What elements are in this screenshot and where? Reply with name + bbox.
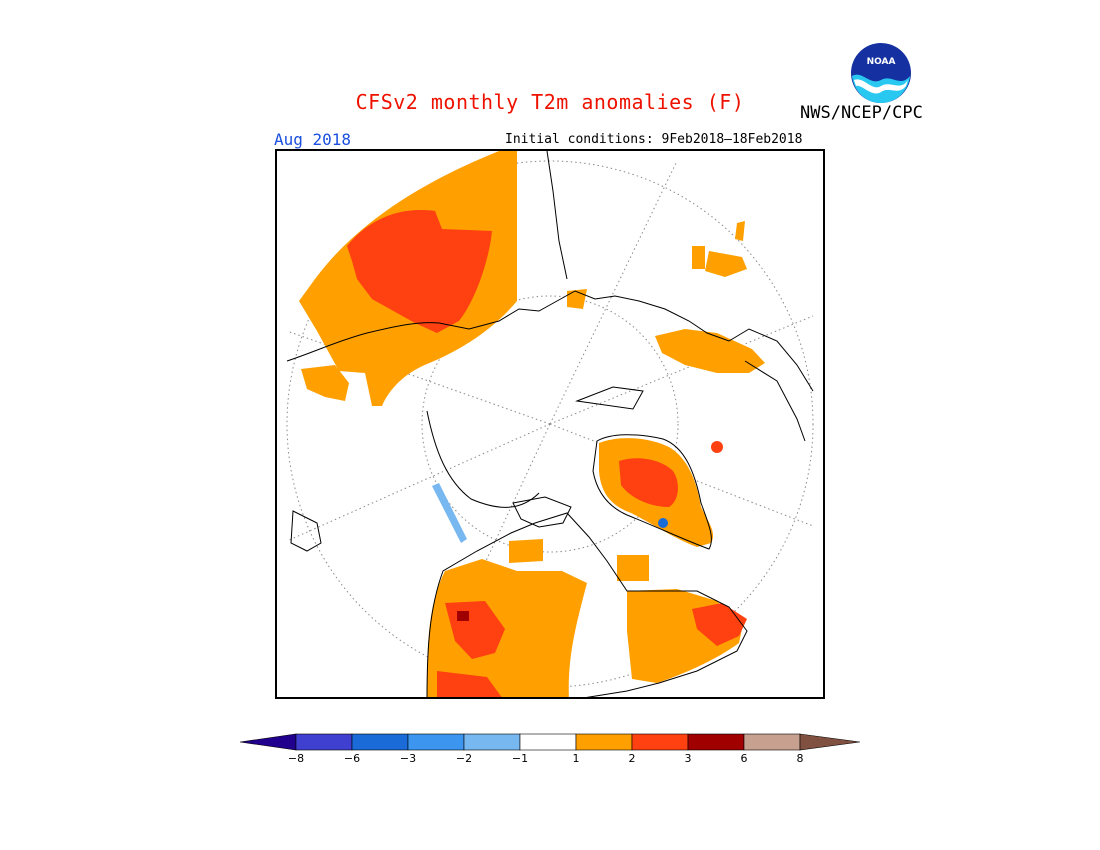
anomaly-shading bbox=[299, 151, 765, 697]
colorbar-tick: −1 bbox=[511, 752, 529, 765]
noaa-logo: NOAA bbox=[849, 41, 913, 105]
anomaly-eurasia-red bbox=[347, 210, 492, 333]
anomaly-greenland-red bbox=[619, 458, 678, 507]
anomaly-greenland-cold-dot bbox=[658, 518, 668, 528]
anomaly-alberta-dark bbox=[457, 611, 469, 621]
svg-text:NOAA: NOAA bbox=[867, 57, 896, 67]
map-grid bbox=[286, 160, 814, 688]
coastlines bbox=[286, 151, 814, 697]
anomaly-hudson-small bbox=[617, 555, 649, 581]
anomaly-alaska-b bbox=[705, 251, 747, 277]
colorbar-min-arrow bbox=[240, 733, 297, 751]
initial-conditions: Initial conditions: 9Feb2018–18Feb2018 bbox=[505, 132, 803, 147]
anomaly-nw-canada-small bbox=[509, 539, 543, 563]
valid-month: Aug 2018 bbox=[274, 130, 352, 149]
polar-map bbox=[275, 149, 825, 699]
map-title: CFSv2 monthly T2m anomalies (F) bbox=[355, 90, 745, 114]
anomaly-north-america-orange bbox=[427, 559, 587, 697]
colorbar-tick: 3 bbox=[684, 752, 692, 765]
colorbar-tick: 2 bbox=[628, 752, 636, 765]
anomaly-europe-orange bbox=[301, 365, 349, 401]
colorbar-tick: −3 bbox=[399, 752, 417, 765]
colorbar-tick: 1 bbox=[572, 752, 580, 765]
colorbar-max-arrow bbox=[799, 733, 860, 751]
anomaly-great-plains-red bbox=[437, 671, 502, 697]
colorbar-tick: −2 bbox=[455, 752, 473, 765]
anomaly-svalbard-dot bbox=[711, 441, 723, 453]
anomaly-alaska-a bbox=[655, 329, 765, 373]
anomaly-cold-sliver bbox=[432, 483, 467, 543]
agency-label: NWS/NCEP/CPC bbox=[800, 103, 923, 123]
colorbar bbox=[240, 733, 860, 751]
colorbar-tick: −8 bbox=[287, 752, 305, 765]
anomaly-alaska-d bbox=[735, 221, 745, 241]
colorbar-tick: −6 bbox=[343, 752, 361, 765]
anomaly-labrador-red bbox=[692, 603, 747, 646]
anomaly-alaska-c bbox=[692, 246, 705, 269]
colorbar-tick: 8 bbox=[796, 752, 804, 765]
colorbar-tick: 6 bbox=[740, 752, 748, 765]
